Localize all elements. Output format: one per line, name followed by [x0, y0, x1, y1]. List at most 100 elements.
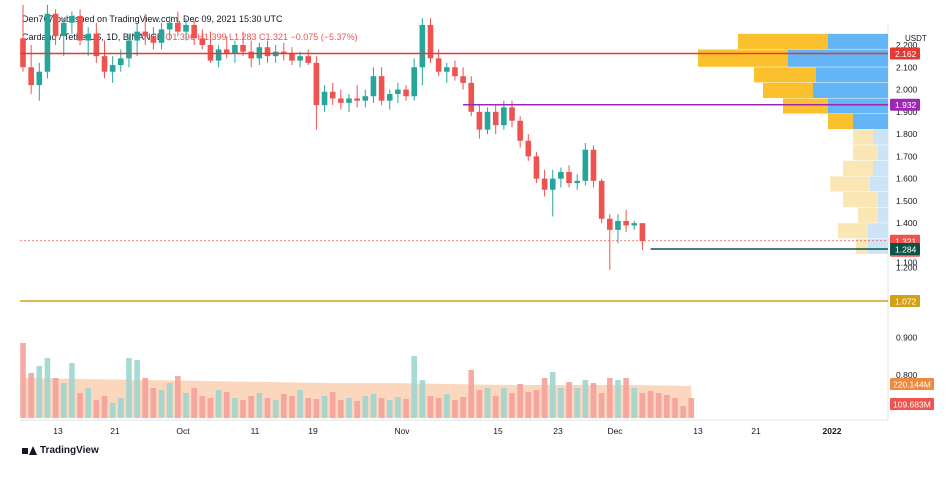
volume-bar — [688, 398, 695, 418]
volume-bar — [672, 398, 678, 418]
symbol-label[interactable]: Cardano / TetherUS, 1D, BINANCE — [22, 32, 163, 42]
volume-profile-down-bar — [830, 176, 870, 192]
volume-profile-down-bar — [838, 223, 868, 239]
candle-body — [85, 33, 91, 41]
volume-bar — [142, 378, 149, 418]
candle-body — [191, 24, 197, 39]
volume-profile-down-bar — [853, 145, 878, 161]
resistance-price-badge-bg — [890, 47, 920, 60]
volume-bar — [541, 378, 548, 418]
volume-profile-down-bar — [828, 114, 853, 130]
volume-bar — [158, 390, 165, 418]
candle-body — [444, 67, 450, 72]
volume-profile-up-bar — [813, 82, 888, 98]
candle-body — [427, 24, 434, 59]
volume-bar — [264, 398, 271, 418]
volume-bar — [93, 400, 100, 418]
candle-body — [346, 98, 352, 103]
candle-body — [615, 220, 621, 230]
volume-bar — [101, 396, 108, 418]
candle-body — [36, 71, 43, 86]
volume-bar — [590, 383, 597, 418]
volume-bar — [386, 400, 393, 418]
candle-body — [370, 76, 377, 97]
volume-bar — [240, 400, 246, 418]
volume-bar — [248, 396, 254, 418]
volume-bar — [191, 388, 197, 418]
candle-body — [435, 58, 442, 72]
volume-bar — [647, 391, 654, 418]
volume-bar — [223, 392, 230, 418]
candle-body — [395, 89, 401, 94]
time-tick-label: 21 — [110, 426, 120, 436]
volume-bar — [574, 388, 580, 418]
volume-bar — [329, 392, 336, 418]
volume-bar — [631, 388, 638, 418]
volume-bar — [28, 373, 34, 418]
candle-body — [126, 40, 132, 59]
price-tick-label: 1.900 — [896, 107, 918, 117]
candle-body — [476, 111, 483, 130]
candle-body — [223, 49, 230, 54]
volume-bar — [232, 398, 238, 418]
volume-profile-up-bar — [878, 207, 888, 223]
volume-bar — [501, 388, 507, 418]
volume-profile-down-bar — [843, 160, 873, 176]
candle-body — [558, 171, 564, 179]
currency-label: USDT — [905, 34, 927, 43]
tradingview-brand: TradingView — [40, 445, 99, 456]
time-tick-label: 13 — [53, 426, 63, 436]
candle-body — [533, 156, 540, 179]
volume-profile-up-bar — [873, 160, 888, 176]
candle-body — [297, 56, 303, 61]
volume-bar — [77, 393, 83, 418]
volume-bar — [435, 398, 442, 418]
time-tick-label: Dec — [607, 426, 623, 436]
volume-bar — [484, 388, 491, 418]
publish-info: Den767 published on TradingView.com, Dec… — [22, 14, 283, 24]
volume-bar — [36, 366, 43, 418]
volume-bar — [44, 358, 51, 418]
time-tick-label: 2022 — [823, 426, 842, 436]
volume-bar — [582, 380, 589, 418]
candle-body — [598, 180, 605, 219]
candle-body — [411, 67, 417, 97]
candle-body — [109, 65, 116, 72]
candle-body — [590, 149, 597, 181]
time-tick-label: 21 — [751, 426, 761, 436]
volume-profile-down-bar — [783, 98, 828, 114]
volume-bar — [313, 399, 320, 418]
volume-bar — [378, 398, 385, 418]
volume-profile-up-bar — [788, 49, 888, 67]
volume-ma-badge: 220.144M — [893, 380, 931, 390]
price-tick-label: 1.700 — [896, 151, 918, 161]
volume-bar — [362, 396, 369, 418]
volume-bar — [166, 383, 173, 418]
volume-bar — [118, 398, 124, 418]
volume-bar — [85, 388, 91, 418]
candle-body — [183, 24, 189, 32]
time-tick-label: 13 — [693, 426, 703, 436]
candle-body — [305, 56, 312, 63]
volume-profile-up-bar — [853, 114, 888, 130]
volume-profile-down-bar — [853, 129, 873, 145]
candle-body — [460, 76, 466, 83]
volume-bar — [615, 380, 621, 418]
volume-bar — [175, 376, 181, 418]
time-tick-label: 11 — [251, 426, 260, 436]
volume-bar — [549, 372, 556, 418]
volume-bar — [623, 378, 629, 418]
candle-body — [378, 76, 385, 101]
candle-body — [166, 22, 173, 30]
volume-bar — [509, 393, 515, 418]
price-tick-label: 1.400 — [896, 218, 918, 228]
volume-bar — [289, 396, 295, 418]
volume-bar — [297, 390, 303, 418]
volume-ma-area — [23, 378, 692, 418]
support-price-badge-bg — [890, 243, 920, 256]
mid-price-badge: 1.932 — [895, 100, 917, 110]
candle-body — [142, 31, 149, 37]
ohlc-values: O1.396 H1.399 L1.283 C1.321 −0.075 (−5.3… — [165, 32, 358, 42]
volume-bar — [215, 390, 222, 418]
